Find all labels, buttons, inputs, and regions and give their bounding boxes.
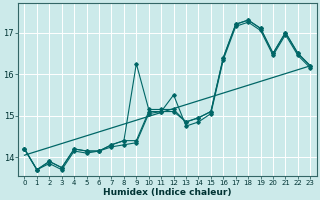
X-axis label: Humidex (Indice chaleur): Humidex (Indice chaleur): [103, 188, 232, 197]
